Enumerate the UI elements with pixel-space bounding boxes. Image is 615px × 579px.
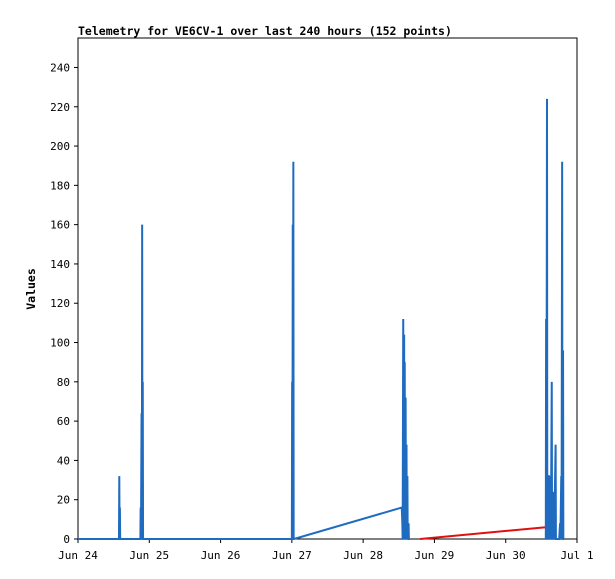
x-tick-label: Jun 25	[129, 549, 169, 562]
plot-area	[77, 37, 578, 540]
y-tick-label: 220	[50, 101, 70, 114]
x-tick-label: Jun 28	[343, 549, 383, 562]
x-tick-label: Jul 1	[560, 549, 593, 562]
series-layer	[78, 98, 565, 540]
y-tick-label: 20	[57, 494, 70, 507]
y-tick-label: 100	[50, 337, 70, 350]
y-tick-label: 80	[57, 376, 70, 389]
chart-title: Telemetry for VE6CV-1 over last 240 hour…	[78, 24, 452, 38]
y-tick-label: 200	[50, 140, 70, 153]
series-line-2	[544, 98, 565, 540]
series-line-0	[78, 161, 410, 540]
series-line-1	[420, 526, 546, 540]
y-axis-label: Values	[24, 268, 38, 310]
x-tick-label: Jun 30	[486, 549, 526, 562]
y-tick-label: 120	[50, 297, 70, 310]
y-tick-label: 140	[50, 258, 70, 271]
y-tick-label: 160	[50, 219, 70, 232]
y-tick-label: 0	[63, 533, 70, 546]
y-axis-ticks: 0 20 40 60 80 100 120 140 160 180 200 220 240	[50, 61, 78, 546]
x-tick-label: Jun 27	[272, 549, 312, 562]
y-tick-label: 240	[50, 61, 70, 74]
y-tick-label: 180	[50, 179, 70, 192]
y-tick-label: 60	[57, 415, 70, 428]
x-tick-label: Jun 26	[201, 549, 241, 562]
y-tick-label: 40	[57, 454, 70, 467]
x-tick-label: Jun 29	[415, 549, 455, 562]
x-tick-label: Jun 24	[58, 549, 98, 562]
x-axis-ticks: Jun 24 Jun 25 Jun 26 Jun 27 Jun 28 Jun 29 Jun …	[58, 539, 594, 562]
